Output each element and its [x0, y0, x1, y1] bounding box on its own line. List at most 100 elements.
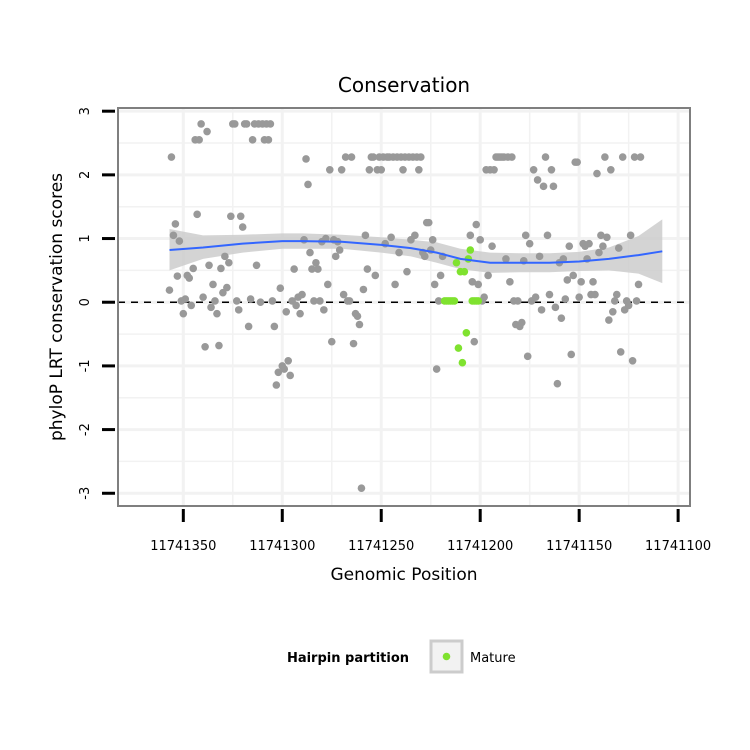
data-point	[569, 271, 578, 280]
data-point	[490, 165, 498, 174]
scatter-points-layer	[165, 120, 645, 492]
data-point	[171, 220, 180, 228]
x-tick-label: 11741150	[546, 539, 612, 554]
data-point	[630, 153, 639, 161]
data-point	[529, 165, 538, 174]
x-axis-label: Genomic Position	[330, 565, 477, 585]
data-point	[335, 246, 344, 254]
x-tick-label: 11741300	[249, 539, 315, 554]
data-point	[595, 248, 603, 257]
mature-data-point	[458, 358, 467, 367]
data-point	[181, 295, 190, 303]
legend-label-mature: Mature	[470, 651, 516, 666]
data-point	[189, 264, 198, 273]
data-point	[345, 297, 354, 305]
legend-mature-marker	[442, 652, 451, 661]
data-point	[339, 290, 348, 299]
data-point	[618, 153, 627, 161]
data-point	[304, 180, 312, 189]
x-tick-label: 11741250	[348, 539, 414, 554]
data-point	[173, 272, 182, 280]
data-point	[539, 182, 548, 191]
data-point	[211, 297, 219, 305]
data-point	[238, 223, 247, 231]
data-point	[296, 309, 304, 318]
data-point	[603, 233, 611, 242]
data-point	[280, 365, 289, 373]
data-point	[242, 120, 251, 128]
data-point	[541, 153, 550, 161]
legend-title: Hairpin partition	[287, 651, 409, 666]
data-point	[537, 306, 546, 314]
chart-title: Conservation	[338, 73, 470, 97]
data-point	[484, 271, 492, 280]
data-point	[605, 316, 613, 324]
data-point	[591, 290, 599, 299]
data-point	[349, 339, 358, 348]
y-tick-label: -2	[78, 423, 93, 436]
data-point	[300, 236, 308, 244]
data-point	[232, 297, 241, 305]
data-point	[535, 252, 544, 261]
data-point	[551, 303, 560, 312]
x-tick-label: 11741100	[645, 539, 711, 554]
data-point	[331, 252, 340, 261]
data-point	[559, 255, 568, 263]
mature-data-point	[450, 297, 459, 305]
data-point	[395, 248, 403, 257]
data-point	[565, 242, 574, 250]
mature-data-point	[452, 258, 461, 267]
data-point	[517, 318, 526, 327]
data-point	[292, 301, 300, 310]
mature-points-layer	[440, 246, 483, 367]
data-point	[199, 293, 207, 301]
data-point	[624, 301, 633, 310]
data-point	[488, 242, 496, 250]
mature-data-point	[474, 297, 483, 305]
axes: 11741350 11741300 11741250 11741200 11741150…	[78, 107, 711, 554]
data-point	[361, 231, 370, 240]
data-point	[371, 271, 380, 280]
data-point	[589, 278, 597, 286]
data-point	[290, 265, 298, 273]
data-point	[470, 337, 479, 346]
data-point	[502, 255, 510, 263]
data-point	[399, 165, 407, 174]
data-point	[252, 261, 261, 270]
data-point	[205, 261, 213, 270]
data-point	[221, 252, 229, 261]
data-point	[609, 307, 617, 316]
x-tick-label: 11741350	[150, 539, 216, 554]
data-point	[420, 252, 429, 261]
smooth-line-layer	[169, 240, 663, 264]
data-point	[428, 236, 437, 244]
data-point	[248, 136, 257, 144]
data-point	[531, 293, 540, 301]
data-point	[628, 357, 637, 365]
data-point	[614, 244, 623, 252]
data-point	[567, 350, 576, 359]
data-point	[472, 220, 481, 229]
data-point	[632, 297, 641, 305]
data-point	[547, 165, 556, 174]
data-point	[424, 218, 433, 227]
data-point	[325, 165, 334, 174]
data-point	[227, 212, 235, 221]
data-point	[312, 258, 320, 267]
data-point	[308, 265, 316, 273]
data-point	[274, 368, 283, 377]
data-point	[626, 231, 635, 240]
data-point	[266, 120, 275, 128]
data-point	[377, 165, 386, 174]
data-point	[213, 309, 221, 318]
data-point	[268, 297, 277, 305]
data-point	[286, 371, 294, 380]
data-point	[415, 165, 423, 174]
mature-data-point	[460, 267, 469, 276]
data-point	[316, 297, 324, 305]
y-axis-label: phyloP LRT conservation scores	[47, 173, 67, 441]
data-point	[561, 295, 570, 303]
data-point	[217, 264, 225, 273]
data-point	[599, 242, 607, 250]
data-point	[246, 295, 255, 303]
